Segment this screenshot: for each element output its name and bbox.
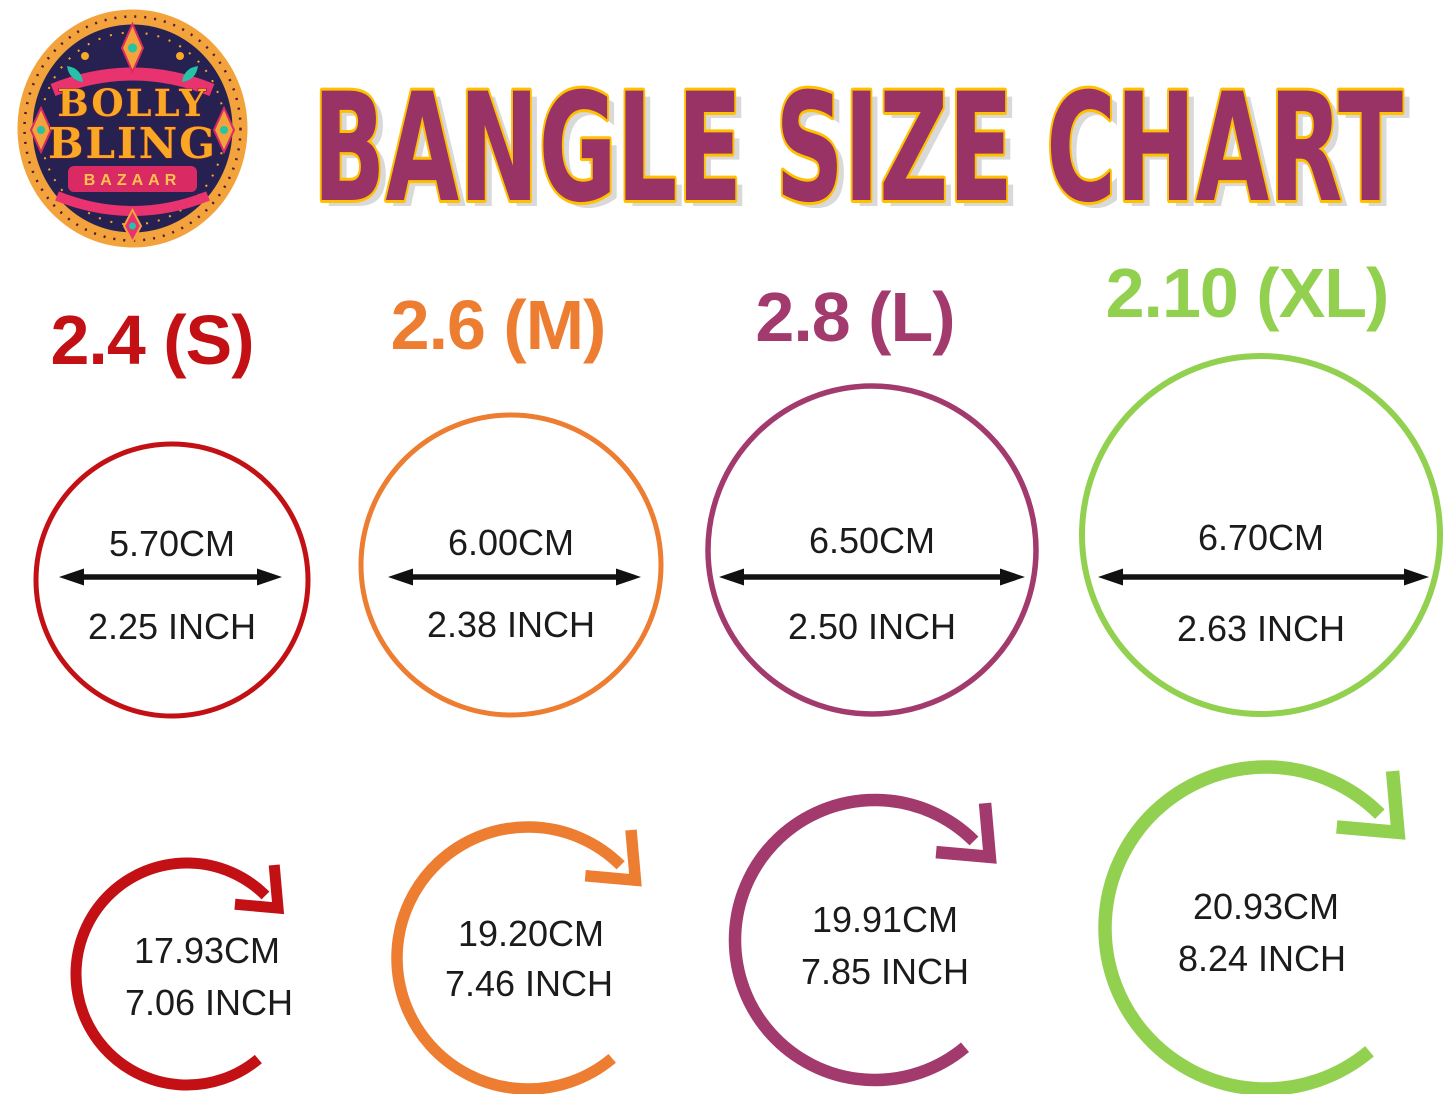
circumference-cm-label: 19.91CM [811,899,959,940]
logo-dot [176,52,184,60]
logo-leaf-left [67,66,83,82]
logo-outer-dots [23,15,242,242]
circumference-arrow-icon [1098,760,1406,1094]
diameter-circle-l [705,383,1039,717]
size-label-m: 2.6 (M) [390,286,607,364]
circumference-cm-label: 17.93CM [133,930,281,971]
logo-top-diamond-gem [128,43,137,53]
logo-line3: BAZAAR [84,172,182,189]
circumference-cm-label: 20.93CM [1192,886,1340,927]
diameter-arrow-icon [719,568,1025,586]
logo-ribbon [68,166,197,192]
diameter-arrow-icon [1098,568,1429,586]
circumference-arrow-icon [391,821,642,1094]
diameter-cm-label: 5.70CM [108,523,236,564]
circumference-inch-label: 7.46 INCH [444,963,614,1004]
diameter-inch-label: 2.25 INCH [87,606,257,647]
size-label-s: 2.4 (S) [50,301,254,379]
diameter-arrow-icon [59,568,282,586]
diameter-arrow-icon [388,568,641,586]
size-label-xl: 2.10 (XL) [1105,254,1390,332]
logo-bottom-diamond-gem [129,222,136,230]
logo-line1: BOLLY [57,81,207,125]
logo-right-diamond-gem [220,126,228,134]
page-title-text: BANGLE SIZE CHART [313,78,1403,218]
diameter-cm-label: 6.50CM [808,520,936,561]
logo-leaf-right [182,66,198,82]
diameter-cm-label: 6.70CM [1197,517,1325,558]
circumference-inch-label: 7.85 INCH [800,951,970,992]
page-title: BANGLE SIZE CHART BANGLE SIZE CHART [310,78,1410,218]
diameter-cm-label: 6.00CM [447,522,575,563]
page-title-shadow: BANGLE SIZE CHART [320,78,1410,218]
diameter-circle-m [358,412,664,718]
circumference-arrow-icon [728,793,997,1087]
logo-line2: BLING [48,119,217,168]
circumference-cm-label: 19.20CM [457,913,605,954]
diameter-inch-label: 2.50 INCH [787,606,957,647]
circumference-inch-label: 7.06 INCH [124,982,294,1023]
bollybling-logo: BOLLY BLING BAZAAR [17,9,248,248]
circumference-arrow-icon [70,857,285,1091]
diameter-inch-label: 2.63 INCH [1176,608,1346,649]
circumference-inch-label: 8.24 INCH [1177,938,1347,979]
diameter-circle-xl [1079,353,1443,717]
diameter-inch-label: 2.38 INCH [426,604,596,645]
size-label-l: 2.8 (L) [755,278,955,356]
logo-left-diamond-gem [37,126,45,134]
logo-dot [81,52,89,60]
diameter-circle-s [33,441,311,719]
